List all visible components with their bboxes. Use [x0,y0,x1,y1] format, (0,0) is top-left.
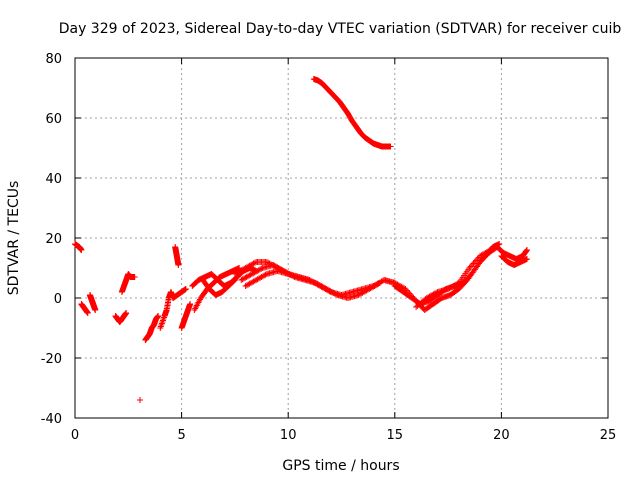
data-point [469,262,476,268]
data-point [158,322,165,328]
x-tick-label: 0 [71,428,79,443]
y-tick-label: 40 [45,172,62,187]
data-point [523,247,530,254]
data-point [159,317,166,324]
data-point [187,301,194,307]
data-point [131,274,138,280]
data-point [231,277,238,284]
series-arc-g [142,313,162,343]
data-points [72,76,530,403]
data-point [157,323,164,330]
data-point [467,263,474,270]
data-point [160,316,167,322]
chart-title: Day 329 of 2023, Sidereal Day-to-day VTE… [59,21,622,37]
series-arc-q [310,76,394,150]
data-point [487,247,494,253]
x-tick-label: 10 [280,428,297,443]
data-point [454,280,461,287]
data-point [157,325,164,331]
series-arc-a [72,241,85,253]
data-point [159,319,166,325]
series-arc-i [172,244,182,268]
data-point [123,310,130,316]
data-point [306,277,313,283]
series-arc-v [498,253,530,268]
tick-labels: 0 5 10 15 20 25 -40 -20 0 20 40 60 80 [41,52,617,443]
data-point [433,289,440,296]
data-point [486,247,493,254]
series-arc-j [178,301,194,331]
series-arc-b [78,301,91,316]
series-arc-t [413,247,494,310]
y-tick-label: 0 [54,292,62,307]
y-axis-label: SDTVAR / TECUs [6,181,22,296]
x-tick-label: 20 [493,428,510,443]
series-arc-p [242,268,313,289]
data-point [523,256,530,262]
x-tick-label: 25 [600,428,617,443]
y-tick-label: 60 [45,112,62,127]
series-arc-c [86,292,99,313]
data-point [78,247,85,253]
data-point [523,247,530,253]
data-point [158,320,165,327]
grid [75,58,608,418]
data-point [155,313,162,319]
y-tick-label: -40 [41,412,62,427]
series-arc-e [118,271,138,295]
x-axis-label: GPS time / hours [282,458,399,474]
data-point [375,280,382,287]
data-point [175,262,182,268]
series-arc-f [137,397,144,403]
x-tick-label: 5 [177,428,185,443]
data-point [182,286,189,292]
series-arc-m [199,277,238,298]
data-point [84,310,91,316]
data-point [258,265,265,272]
y-tick-label: 20 [45,232,62,247]
series-arc-o [238,262,383,301]
data-point [231,277,238,283]
data-point [376,280,383,286]
y-tick-label: -20 [41,352,62,367]
data-point [332,291,339,298]
y-tick-label: 80 [45,52,62,67]
data-point [251,259,258,266]
data-point [387,143,394,150]
series-arc-d [112,310,130,325]
series-arc-h [157,286,189,331]
data-point [92,307,99,313]
data-point [137,397,144,403]
data-point [262,271,269,278]
x-tick-label: 15 [387,428,404,443]
